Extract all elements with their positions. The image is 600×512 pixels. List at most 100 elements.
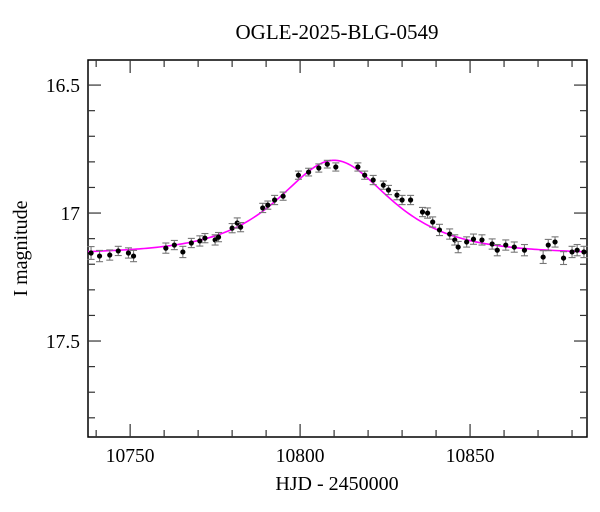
data-point [429,216,437,228]
data-point [446,228,454,240]
photometry-marker [88,250,94,256]
axis-ticks [88,60,587,437]
photometry-marker [260,205,266,211]
photometry-marker [540,254,546,260]
data-point [264,200,272,210]
photometry-marker [306,169,312,175]
data-point [560,251,568,266]
data-point [87,246,95,260]
data-point [544,238,552,252]
data-point [573,243,581,257]
data-point [315,163,323,173]
model-curve [87,159,586,253]
photometry-marker [494,247,500,253]
data-point [469,233,477,245]
data-point [96,249,104,263]
data-point [305,167,313,177]
photometry-marker [265,202,271,208]
data-points [87,159,588,266]
data-point [201,232,209,244]
photometry-marker [295,172,302,178]
data-point [323,159,331,169]
plot-frame [87,59,588,438]
data-point [354,162,362,172]
photometry-marker [424,210,431,216]
y-tick-label-17: 17 [61,204,81,225]
photometry-marker [545,242,551,248]
photometry-marker [394,192,400,198]
photometry-marker [272,197,278,203]
data-point [463,236,471,248]
data-point [551,236,559,248]
data-point [398,194,406,206]
photometry-marker [560,255,567,261]
photometry-marker [569,249,575,255]
photometry-marker [316,165,322,171]
data-point [435,223,443,237]
photometry-marker [324,161,330,167]
data-point [488,238,496,250]
data-point [580,245,588,259]
photometry-marker [470,236,477,242]
x-tick-label-10750: 10750 [106,446,155,467]
photometry-marker [380,182,386,188]
data-point [187,237,195,249]
data-point [478,234,486,246]
photometry-marker [355,164,361,170]
photometry-marker [399,197,405,203]
photometry-marker [455,244,461,250]
photometry-marker [171,242,177,248]
photometry-marker [419,209,426,215]
data-point [259,202,267,214]
data-point [130,249,138,263]
data-point [379,180,387,190]
data-point [279,191,287,201]
data-point [418,206,426,218]
data-point [124,247,132,259]
photometry-marker [333,164,339,170]
photometry-marker [125,250,132,256]
data-point [520,243,528,257]
y-tick-label-17-5: 17.5 [46,332,80,353]
data-point [493,243,501,257]
photometry-marker [521,247,528,253]
photometry-marker [503,242,509,248]
photometry-marker [163,245,169,251]
photometry-marker [430,219,436,225]
data-point [215,231,223,243]
photometry-marker [479,237,485,243]
data-point [393,189,401,201]
data-point [170,239,178,251]
data-point [237,221,245,233]
photometry-marker [436,227,443,233]
photometry-marker [489,241,495,247]
data-point [361,170,369,180]
photometry-marker [115,248,121,254]
photometry-marker [552,239,558,245]
photometry-marker [574,247,580,253]
photometry-marker [280,193,286,199]
data-point [271,194,279,206]
photometry-marker [107,252,113,258]
data-point [179,245,187,259]
data-point [332,162,340,172]
data-point [294,170,302,180]
photometry-marker [229,225,235,231]
plot-title: OGLE-2025-BLG-0549 [236,20,439,44]
data-point [369,174,377,186]
photometry-marker [130,253,137,259]
data-point [424,207,432,219]
x-tick-label-10850: 10850 [446,446,495,467]
data-point [228,222,236,234]
photometry-marker [407,197,414,203]
photometry-marker [188,240,194,246]
data-point [502,239,510,251]
photometry-marker [385,187,392,193]
photometry-marker [447,231,453,237]
data-point [510,241,518,253]
data-point [106,249,114,261]
photometry-marker [180,249,186,255]
photometry-marker [202,235,208,241]
